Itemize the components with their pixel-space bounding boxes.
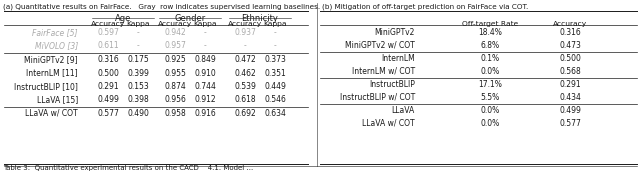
Text: 0.462: 0.462 bbox=[234, 69, 256, 78]
Text: LLaVA: LLaVA bbox=[392, 106, 415, 115]
Text: Accuracy: Accuracy bbox=[553, 21, 587, 27]
Text: MiVOLO [3]: MiVOLO [3] bbox=[35, 42, 78, 50]
Text: 0.291: 0.291 bbox=[97, 82, 119, 91]
Text: 0.634: 0.634 bbox=[264, 109, 286, 118]
Text: 0.916: 0.916 bbox=[194, 109, 216, 118]
Text: Gender: Gender bbox=[174, 14, 205, 23]
Text: -: - bbox=[244, 42, 246, 50]
Text: 0.0%: 0.0% bbox=[481, 119, 500, 128]
Text: MiniGPTv2 [9]: MiniGPTv2 [9] bbox=[24, 55, 78, 64]
Text: 0.942: 0.942 bbox=[164, 28, 186, 37]
Text: 0.611: 0.611 bbox=[97, 42, 119, 50]
Text: 0.499: 0.499 bbox=[97, 96, 119, 105]
Text: 0.351: 0.351 bbox=[264, 69, 286, 78]
Text: 0.912: 0.912 bbox=[194, 96, 216, 105]
Text: 0.500: 0.500 bbox=[97, 69, 119, 78]
Text: 0.472: 0.472 bbox=[234, 55, 256, 64]
Text: Kappa: Kappa bbox=[193, 21, 217, 27]
Text: 0.1%: 0.1% bbox=[481, 54, 500, 63]
Text: 0.577: 0.577 bbox=[559, 119, 581, 128]
Text: 0.744: 0.744 bbox=[194, 82, 216, 91]
Text: Accuracy: Accuracy bbox=[91, 21, 125, 27]
Text: 0.958: 0.958 bbox=[164, 109, 186, 118]
Text: Kappa: Kappa bbox=[263, 21, 287, 27]
Text: 0.874: 0.874 bbox=[164, 82, 186, 91]
Text: -: - bbox=[204, 42, 206, 50]
Text: 0.955: 0.955 bbox=[164, 69, 186, 78]
Text: 0.373: 0.373 bbox=[264, 55, 286, 64]
Text: MiniGPTv2: MiniGPTv2 bbox=[374, 28, 415, 37]
Text: Table 3:  Quantitative experimental results on the CACD    4.1. Model ...: Table 3: Quantitative experimental resul… bbox=[3, 165, 253, 171]
Text: -: - bbox=[274, 28, 276, 37]
Text: InstructBLIP: InstructBLIP bbox=[369, 80, 415, 89]
Text: 0.153: 0.153 bbox=[127, 82, 149, 91]
Text: 0.0%: 0.0% bbox=[481, 106, 500, 115]
Text: 0.597: 0.597 bbox=[97, 28, 119, 37]
Text: 0.925: 0.925 bbox=[164, 55, 186, 64]
Text: 17.1%: 17.1% bbox=[478, 80, 502, 89]
Text: 0.434: 0.434 bbox=[559, 93, 581, 102]
Text: (b) Mitigation of off-target prediction on FairFace via COT.: (b) Mitigation of off-target prediction … bbox=[322, 3, 528, 9]
Text: 0.910: 0.910 bbox=[194, 69, 216, 78]
Text: 0.568: 0.568 bbox=[559, 67, 581, 76]
Text: 0.937: 0.937 bbox=[234, 28, 256, 37]
Text: 0.957: 0.957 bbox=[164, 42, 186, 50]
Text: -: - bbox=[136, 42, 140, 50]
Text: Accuracy: Accuracy bbox=[228, 21, 262, 27]
Text: 0.499: 0.499 bbox=[559, 106, 581, 115]
Text: 0.546: 0.546 bbox=[264, 96, 286, 105]
Text: Age: Age bbox=[115, 14, 131, 23]
Text: 5.5%: 5.5% bbox=[481, 93, 500, 102]
Text: InternLM [11]: InternLM [11] bbox=[26, 69, 78, 78]
Text: 0.500: 0.500 bbox=[559, 54, 581, 63]
Text: -: - bbox=[274, 42, 276, 50]
Text: LLaVA [15]: LLaVA [15] bbox=[36, 96, 78, 105]
Text: 0.449: 0.449 bbox=[264, 82, 286, 91]
Text: 18.4%: 18.4% bbox=[478, 28, 502, 37]
Text: 0.490: 0.490 bbox=[127, 109, 149, 118]
Text: 0.291: 0.291 bbox=[559, 80, 581, 89]
Text: InternLM w/ COT: InternLM w/ COT bbox=[352, 67, 415, 76]
Text: 0.175: 0.175 bbox=[127, 55, 149, 64]
Text: 6.8%: 6.8% bbox=[481, 41, 500, 50]
Text: 0.849: 0.849 bbox=[194, 55, 216, 64]
Text: LLaVA w/ COT: LLaVA w/ COT bbox=[362, 119, 415, 128]
Text: MiniGPTv2 w/ COT: MiniGPTv2 w/ COT bbox=[345, 41, 415, 50]
Text: 0.577: 0.577 bbox=[97, 109, 119, 118]
Text: Ethnicity: Ethnicity bbox=[241, 14, 278, 23]
Text: -: - bbox=[204, 28, 206, 37]
Text: 0.399: 0.399 bbox=[127, 69, 149, 78]
Text: -: - bbox=[136, 28, 140, 37]
Text: 0.316: 0.316 bbox=[559, 28, 581, 37]
Text: 0.956: 0.956 bbox=[164, 96, 186, 105]
Text: 0.539: 0.539 bbox=[234, 82, 256, 91]
Text: 0.0%: 0.0% bbox=[481, 67, 500, 76]
Text: 0.398: 0.398 bbox=[127, 96, 149, 105]
Text: 0.692: 0.692 bbox=[234, 109, 256, 118]
Text: (a) Quantitative results on FairFace.   Gray  row indicates supervised learning : (a) Quantitative results on FairFace. Gr… bbox=[3, 3, 320, 9]
Text: InternLM: InternLM bbox=[381, 54, 415, 63]
Text: 0.316: 0.316 bbox=[97, 55, 119, 64]
Text: LLaVA w/ COT: LLaVA w/ COT bbox=[26, 109, 78, 118]
Text: 0.473: 0.473 bbox=[559, 41, 581, 50]
Text: InstructBLIP [10]: InstructBLIP [10] bbox=[14, 82, 78, 91]
Text: InstructBLIP w/ COT: InstructBLIP w/ COT bbox=[340, 93, 415, 102]
Text: Kappa: Kappa bbox=[126, 21, 150, 27]
Text: FairFace [5]: FairFace [5] bbox=[33, 28, 78, 37]
Text: Off-target Rate: Off-target Rate bbox=[462, 21, 518, 27]
Text: 0.618: 0.618 bbox=[234, 96, 256, 105]
Text: Accuracy: Accuracy bbox=[158, 21, 192, 27]
